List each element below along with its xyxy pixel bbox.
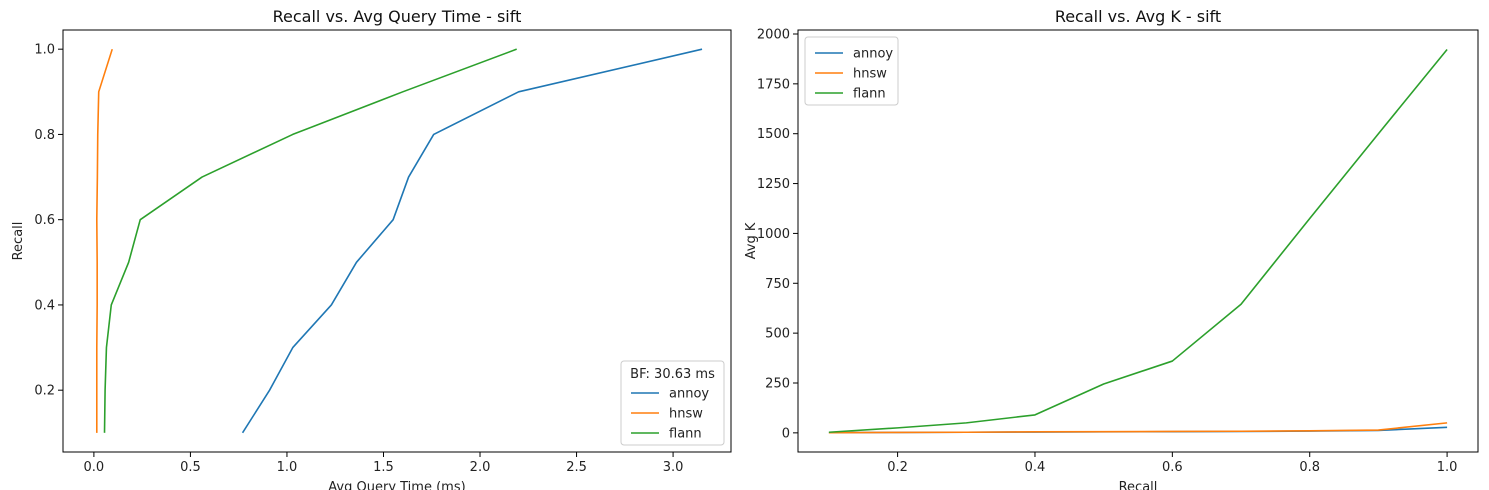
legend-label-flann: flann [669,427,702,442]
y-tick-label: 1.0 [34,43,55,58]
x-tick-label: 1.5 [373,460,394,475]
legend-title: BF: 30.63 ms [630,367,715,382]
y-tick-label: 1250 [757,177,790,192]
y-tick-label: 500 [765,327,790,342]
y-tick-label: 2000 [757,27,790,42]
series-line-flann [103,48,517,433]
y-tick-label: 0.4 [34,298,55,313]
y-tick-label: 0.8 [34,128,55,143]
series-line-flann [828,49,1448,434]
series-line-hnsw [828,422,1448,434]
x-tick-label: 1.0 [277,460,298,475]
plot-frame [797,29,1479,453]
y-tick-label: 1750 [757,77,790,92]
legend-label-hnsw: hnsw [853,67,887,82]
y-tick-label: 0.2 [34,384,55,399]
x-tick-label: 0.6 [1162,460,1183,475]
x-tick-label: 0.0 [84,460,105,475]
y-tick-label: 250 [765,376,790,391]
y-axis-label: Recall [11,222,26,261]
x-tick-label: 2.0 [470,460,491,475]
legend-box [804,36,899,106]
x-tick-label: 2.5 [566,460,587,475]
x-tick-label: 0.4 [1025,460,1046,475]
legend-label-annoy: annoy [853,47,893,62]
x-tick-label: 0.2 [887,460,908,475]
legend-box [620,360,725,446]
legend: BF: 30.63 ms annoy hnsw flann [620,360,725,446]
series-line-annoy [241,48,703,434]
x-tick-label: 0.8 [1299,460,1320,475]
y-tick-label: 0.6 [34,213,55,228]
chart-title: Recall vs. Avg Query Time - sift [273,7,522,26]
y-tick-label: 1000 [757,227,790,242]
chart-2: Recall vs. Avg K - sift 0.2 0.4 0.6 0.8 1.0 0 2… [744,7,1479,490]
legend-label-annoy: annoy [669,387,709,402]
x-tick-label: 1.0 [1437,460,1458,475]
x-axis-label: Recall [1119,480,1158,490]
legend: annoy hnsw flann [804,36,899,106]
chart-1: Recall vs. Avg Query Time - sift 0.0 0.5 1.… [11,7,732,490]
y-tick-label: 750 [765,277,790,292]
y-axis-label: Avg K [744,222,759,259]
x-axis-label: Avg Query Time (ms) [328,480,465,490]
legend-label-hnsw: hnsw [669,407,703,422]
x-tick-label: 0.5 [180,460,201,475]
y-tick-label: 0 [782,426,790,441]
legend-label-flann: flann [853,87,886,102]
chart-title: Recall vs. Avg K - sift [1055,7,1221,26]
series-line-hnsw [95,48,113,433]
y-tick-label: 1500 [757,127,790,142]
x-tick-label: 3.0 [663,460,684,475]
plot-frame [62,29,732,453]
